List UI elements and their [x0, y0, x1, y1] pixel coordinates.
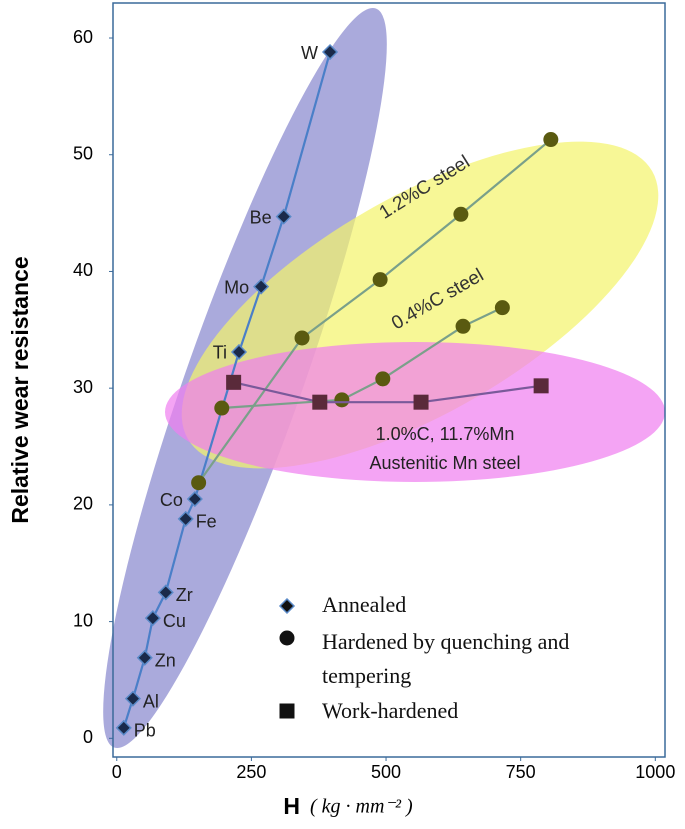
- data-point: [157, 584, 174, 601]
- data-point: [275, 208, 292, 225]
- data-point: [294, 330, 310, 346]
- data-point: [214, 400, 230, 416]
- data-point: [230, 343, 248, 361]
- point-label: Pb: [134, 721, 156, 741]
- legend-label: Annealed: [322, 592, 407, 617]
- point-label: W: [301, 43, 318, 63]
- point-label: Be: [250, 207, 272, 227]
- x-tick-label: 250: [236, 762, 266, 782]
- data-point: [144, 610, 161, 627]
- plot-frame: [112, 2, 666, 758]
- legend-marker: [279, 703, 295, 719]
- point-label: Fe: [196, 512, 217, 532]
- data-point: [226, 374, 242, 390]
- data-point: [533, 378, 549, 394]
- x-tick-label: 0: [112, 762, 122, 782]
- y-tick-label: 60: [73, 27, 93, 47]
- y-tick-label: 50: [73, 143, 93, 163]
- data-point: [334, 392, 350, 408]
- annotation: Austenitic Mn steel: [369, 453, 520, 473]
- y-tick-label: 0: [83, 727, 93, 747]
- legend-label: Hardened by quenching and tempering: [322, 629, 570, 688]
- point-label: Cu: [163, 611, 186, 631]
- data-point: [455, 318, 471, 334]
- data-point: [186, 490, 203, 508]
- data-point: [312, 394, 328, 410]
- data-point: [494, 300, 510, 316]
- point-label: Zn: [155, 651, 176, 671]
- legend-label: Work-hardened: [322, 698, 459, 723]
- y-tick-label: 40: [73, 260, 93, 280]
- data-point: [136, 649, 153, 666]
- data-point: [191, 475, 207, 491]
- work-hardened-region: [165, 342, 665, 482]
- data-point: [321, 43, 339, 61]
- x-axis-label: H: [283, 793, 300, 819]
- data-point: [375, 371, 391, 387]
- data-point: [253, 278, 270, 295]
- data-point: [177, 510, 194, 527]
- point-label: Ti: [213, 343, 227, 363]
- x-tick-label: 1000: [635, 762, 675, 782]
- legend-marker: [279, 630, 295, 646]
- legend: [278, 597, 296, 719]
- annotation: 1.0%C, 11.7%Mn: [376, 424, 515, 444]
- y-tick-label: 30: [73, 377, 93, 397]
- y-tick-label: 10: [73, 610, 93, 630]
- x-axis-unit: ( kg · mm⁻² ): [310, 796, 413, 818]
- data-point: [115, 719, 132, 736]
- data-point: [453, 206, 469, 222]
- series-line: [233, 381, 542, 404]
- data-point: [372, 272, 388, 288]
- data-point: [413, 394, 429, 410]
- y-tick-label: 20: [73, 494, 93, 514]
- legend-marker: [278, 597, 296, 615]
- x-tick-label: 750: [506, 762, 536, 782]
- point-label: Co: [160, 490, 183, 510]
- point-label: Mo: [224, 277, 249, 297]
- data-point: [543, 132, 559, 148]
- plot: Pb Al Zn Cu Zr Fe Co Ti Mo Be W: [115, 43, 559, 741]
- data-point: [124, 690, 141, 707]
- x-tick-label: 500: [371, 762, 401, 782]
- point-label: Zr: [176, 585, 193, 605]
- y-axis-label: Relative wear resistance: [7, 256, 33, 523]
- point-label: Al: [143, 691, 159, 711]
